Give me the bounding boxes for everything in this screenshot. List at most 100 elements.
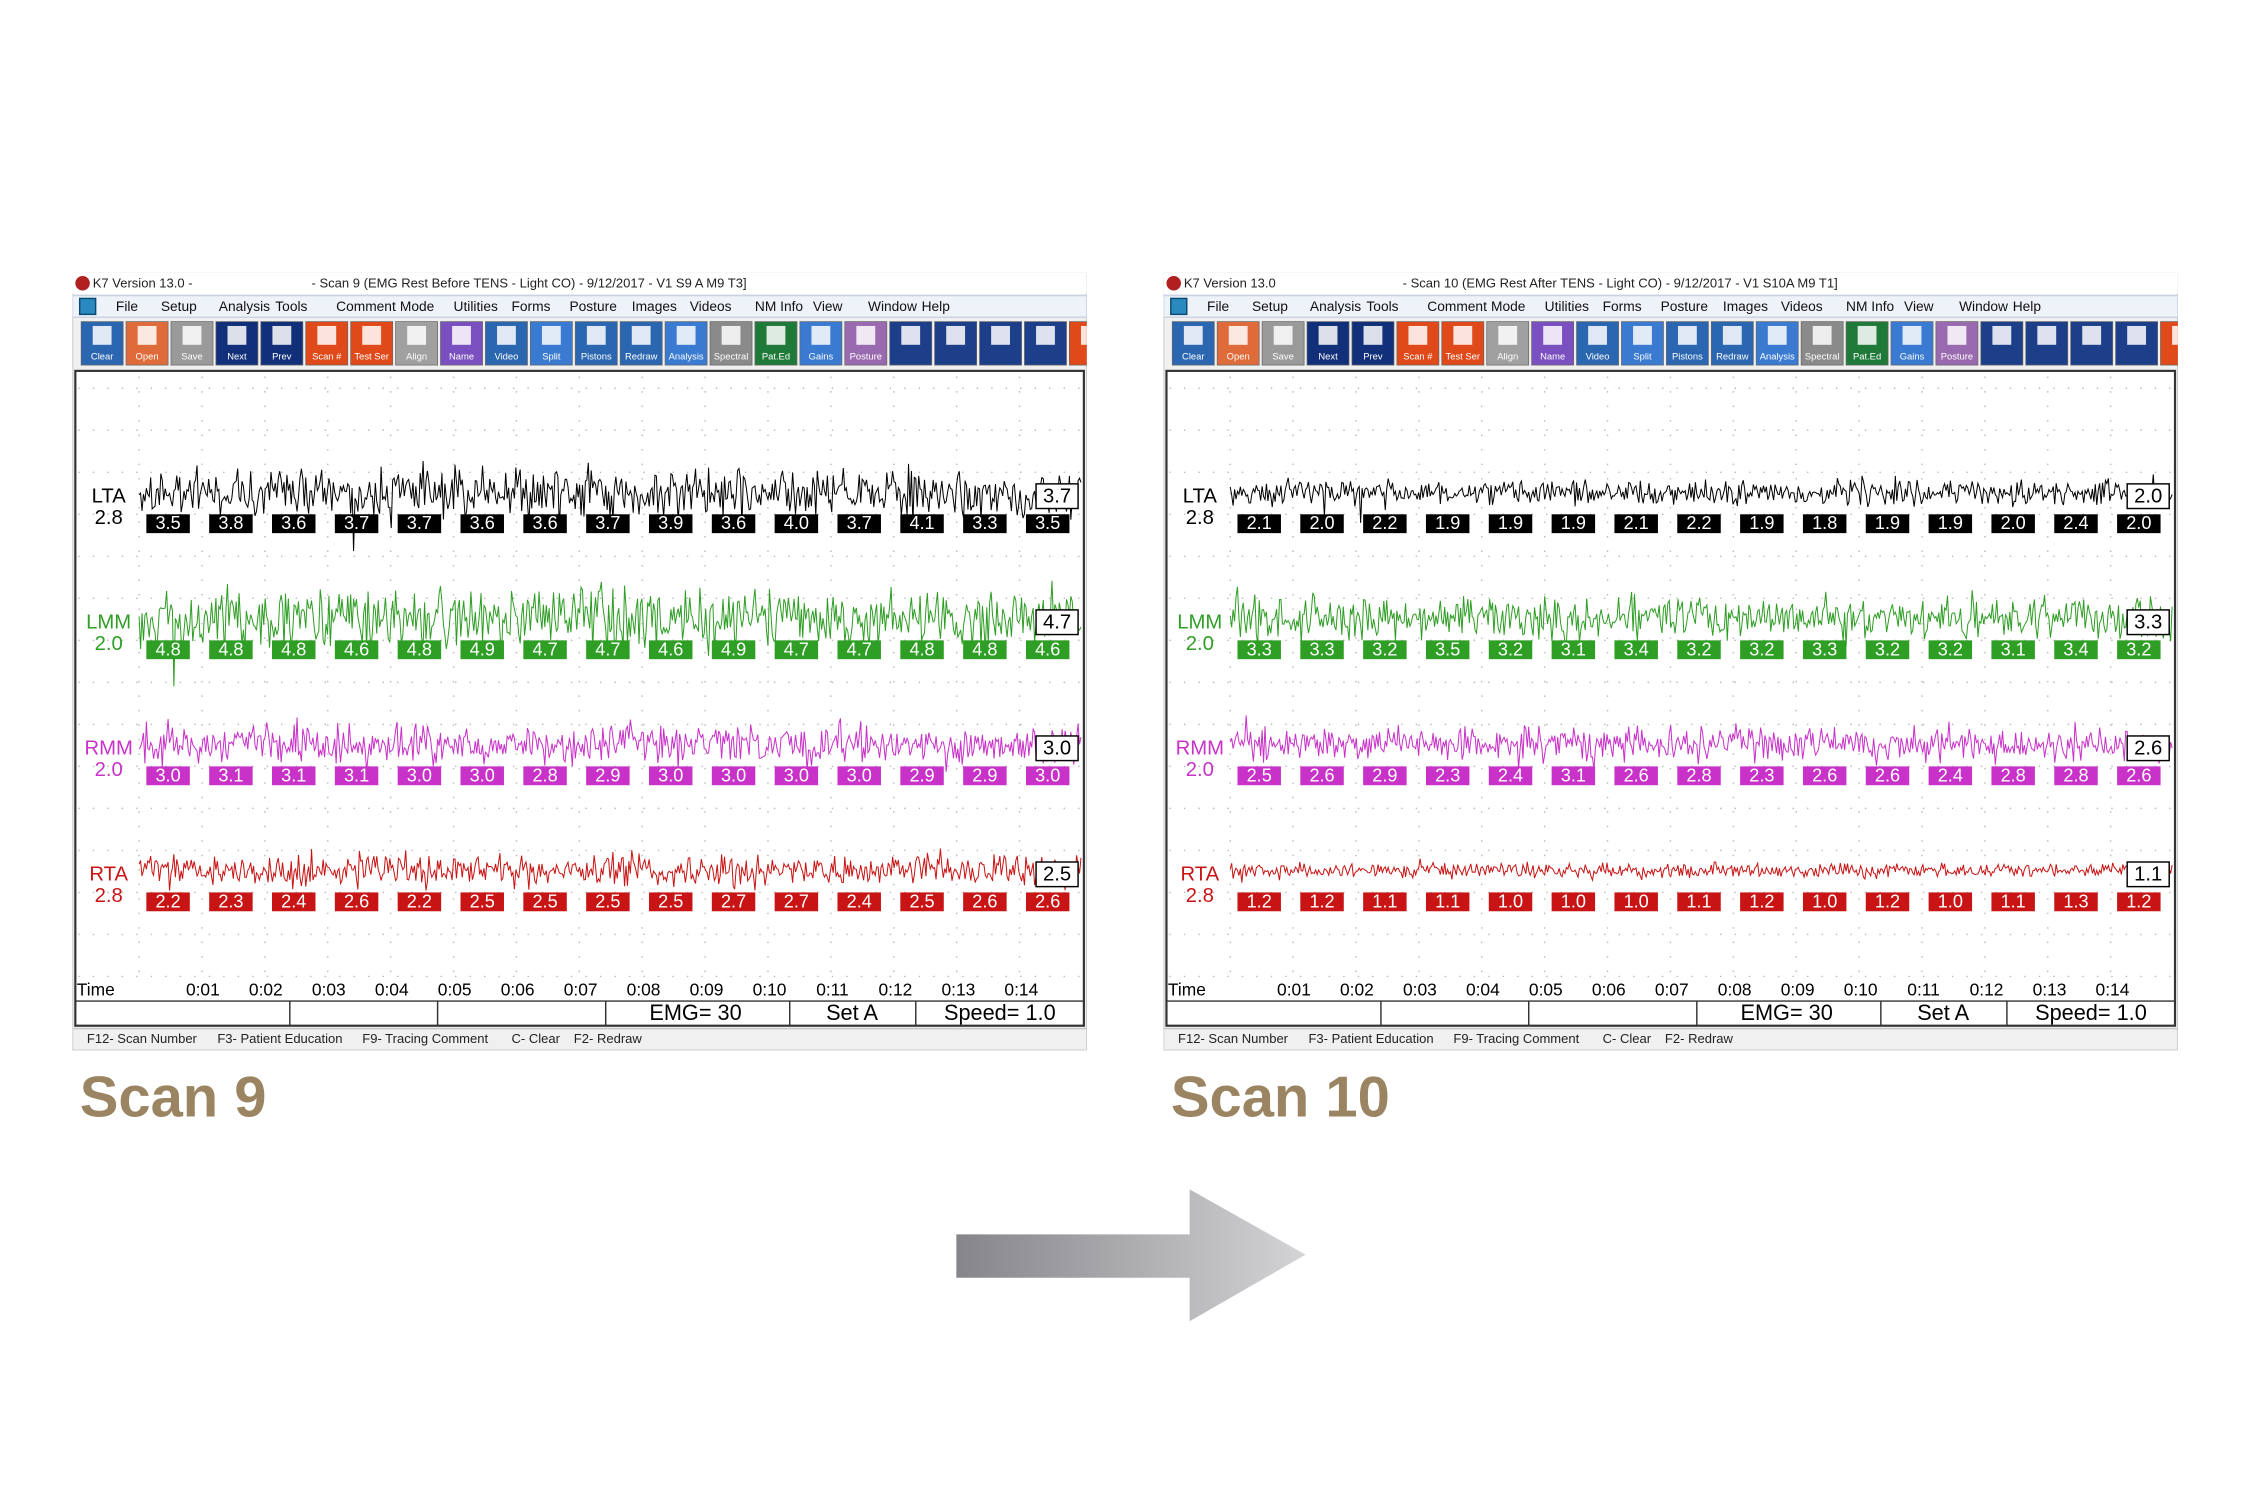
value-box <box>1025 640 1070 660</box>
menu-item[interactable]: View <box>813 299 843 314</box>
button-icon <box>2082 325 2102 345</box>
menu-item[interactable]: Setup <box>161 299 197 314</box>
value-box <box>1300 892 1344 912</box>
function-key[interactable]: F9- Tracing Comment <box>362 1031 488 1046</box>
menu-item[interactable]: Mode <box>1491 299 1526 314</box>
value-box <box>1425 766 1470 786</box>
segment-value: 2.0 <box>1309 513 1334 533</box>
function-key[interactable]: F3- Patient Education <box>217 1031 342 1046</box>
function-bar <box>1163 1027 2178 1051</box>
value-box <box>1865 640 1910 660</box>
menu-item[interactable]: Window <box>868 299 917 314</box>
segment-value: 2.9 <box>595 765 620 785</box>
value-box <box>1677 766 1721 786</box>
menu-item[interactable]: Forms <box>512 299 551 314</box>
menu-item[interactable]: Posture <box>569 299 617 314</box>
segment-value: 2.5 <box>658 891 683 911</box>
menu-item[interactable]: Videos <box>690 299 732 314</box>
segment-value: 3.4 <box>2063 639 2088 659</box>
button-label: Pat.Ed <box>1853 351 1881 362</box>
menu-item[interactable]: Videos <box>1781 299 1823 314</box>
button-icon <box>946 325 966 345</box>
menu-item[interactable]: Help <box>922 299 951 314</box>
segment-value: 4.6 <box>1035 639 1060 659</box>
menu-item[interactable]: Tools <box>1366 299 1398 314</box>
value-box <box>1025 892 1070 912</box>
segment-value: 3.6 <box>532 513 557 533</box>
value-box <box>648 766 693 786</box>
button-icon <box>1543 325 1563 345</box>
value-box <box>1991 766 2035 786</box>
menu-item[interactable]: File <box>116 299 139 314</box>
button-label: Align <box>1497 351 1518 362</box>
menu-item[interactable]: Window <box>1959 299 2008 314</box>
menu-item[interactable]: NM Info <box>755 299 803 314</box>
function-key[interactable]: F12- Scan Number <box>1178 1031 1289 1046</box>
function-key[interactable]: C- Clear <box>512 1031 561 1046</box>
function-key[interactable]: F2- Redraw <box>574 1031 643 1046</box>
menu-icon <box>78 297 97 316</box>
window-body: K7 Version 13.0 - Scan 10 (EMG Rest After… <box>1163 272 2178 1051</box>
menu-item[interactable]: Images <box>1723 299 1768 314</box>
segment-value: 1.9 <box>1938 513 1963 533</box>
menu-item[interactable]: Images <box>632 299 677 314</box>
segment-value: 3.7 <box>407 513 432 533</box>
segment-value: 1.1 <box>1372 891 1397 911</box>
menu-item[interactable]: View <box>1904 299 1934 314</box>
segment-value: 4.9 <box>470 639 495 659</box>
segment-value: 3.7 <box>847 513 872 533</box>
menu-item[interactable]: Setup <box>1252 299 1288 314</box>
function-key[interactable]: F12- Scan Number <box>87 1031 198 1046</box>
value-box <box>334 766 379 786</box>
segment-value: 2.9 <box>972 765 997 785</box>
button-label: Gains <box>1900 351 1925 362</box>
emg-trace <box>1229 858 2173 883</box>
status-field: Set A <box>1917 1000 1969 1025</box>
segment-value: 2.6 <box>1035 891 1060 911</box>
channel-name: LTA <box>92 485 127 507</box>
title-left: K7 Version 13.0 <box>1184 275 1276 290</box>
function-key[interactable]: F3- Patient Education <box>1308 1031 1433 1046</box>
value-box <box>272 892 316 912</box>
segment-value: 4.9 <box>721 639 746 659</box>
menu-item[interactable]: Tools <box>275 299 307 314</box>
menu-item[interactable]: File <box>1207 299 1230 314</box>
function-key[interactable]: F2- Redraw <box>1665 1031 1734 1046</box>
menu-item[interactable]: Mode <box>400 299 435 314</box>
value-box <box>586 892 630 912</box>
segment-value: 1.9 <box>1875 513 1900 533</box>
value-box <box>648 640 693 660</box>
menu-item[interactable]: Utilities <box>1545 299 1589 314</box>
menu-item[interactable]: Analysis <box>219 299 270 314</box>
segment-value: 2.2 <box>1686 513 1711 533</box>
value-box <box>523 766 567 786</box>
segment-value: 3.0 <box>155 765 180 785</box>
menu-item[interactable]: NM Info <box>1846 299 1894 314</box>
button-icon <box>721 325 741 345</box>
value-box <box>1363 892 1407 912</box>
function-key[interactable]: C- Clear <box>1603 1031 1652 1046</box>
segment-value: 2.6 <box>1812 765 1837 785</box>
time-tick: 0:14 <box>1004 980 1038 1000</box>
menu-item[interactable]: Help <box>2013 299 2042 314</box>
function-key[interactable]: F9- Tracing Comment <box>1453 1031 1579 1046</box>
menu-item[interactable]: Posture <box>1661 299 1709 314</box>
button-label: Test Ser <box>1446 351 1481 362</box>
segment-value: 1.8 <box>1812 513 1837 533</box>
emg-trace <box>1229 474 2173 523</box>
time-tick: 0:05 <box>1529 980 1563 1000</box>
value-box <box>1551 766 1596 786</box>
menu-item[interactable]: Analysis <box>1310 299 1361 314</box>
segment-value: 4.8 <box>909 639 934 659</box>
menu-item[interactable]: Comment <box>1427 299 1487 314</box>
value-box <box>2054 514 2098 534</box>
value-box <box>397 766 442 786</box>
menu-item[interactable]: Forms <box>1603 299 1642 314</box>
button-label: Scan # <box>1403 351 1433 362</box>
segment-value: 4.7 <box>784 639 809 659</box>
value-box <box>1363 640 1407 660</box>
value-box <box>1991 514 2035 534</box>
menu-item[interactable]: Utilities <box>454 299 498 314</box>
menu-item[interactable]: Comment <box>336 299 396 314</box>
time-tick: 0:01 <box>186 980 220 1000</box>
